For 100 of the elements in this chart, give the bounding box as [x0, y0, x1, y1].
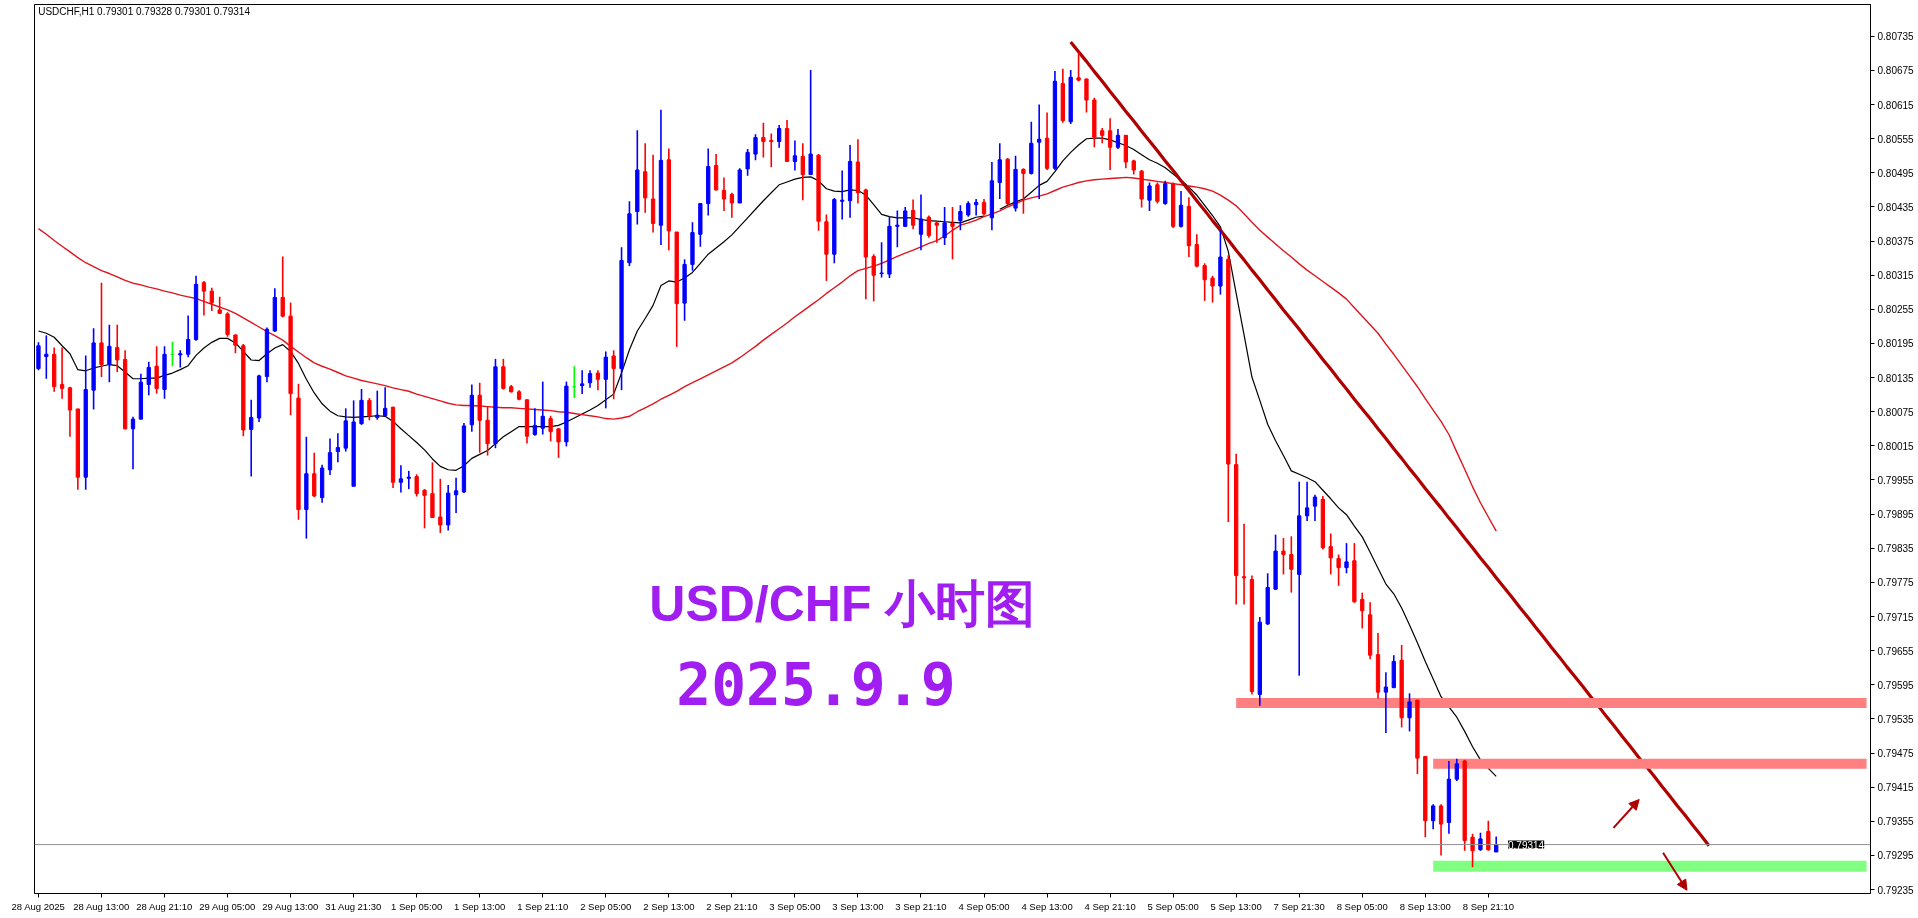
x-tick-label: 1 Sep 21:10 — [517, 900, 569, 912]
candlestick — [383, 386, 388, 418]
x-tick-label: 8 Sep 13:00 — [1399, 900, 1451, 912]
candlestick — [107, 323, 112, 383]
candlestick — [1178, 190, 1184, 229]
candlestick — [1021, 167, 1026, 215]
candlestick — [1194, 233, 1199, 269]
y-tick-label: 0.79655 — [1877, 645, 1915, 657]
candlestick — [808, 69, 813, 176]
candlestick — [335, 432, 341, 464]
candlestick — [1360, 591, 1365, 630]
line-series — [1069, 40, 1711, 848]
y-tick-label: 0.80435 — [1877, 201, 1915, 213]
candlestick — [1438, 803, 1444, 857]
candlestick — [130, 416, 136, 470]
candlestick — [1210, 275, 1215, 304]
y-tick-label: 0.80135 — [1877, 372, 1915, 384]
x-tick-label: 1 Sep 05:00 — [391, 900, 443, 912]
y-tick-label: 0.79775 — [1877, 577, 1915, 589]
y-tick-label: 0.79415 — [1877, 782, 1915, 794]
candlestick — [721, 176, 727, 212]
candlestick — [595, 369, 601, 391]
candlestick — [540, 380, 545, 436]
x-tick-label: 28 Aug 2025 — [11, 900, 65, 912]
candlestick — [414, 473, 419, 498]
candlestick — [249, 399, 254, 478]
candlestick — [1202, 262, 1207, 302]
candlestick — [233, 333, 238, 354]
y-tick-label: 0.80495 — [1877, 167, 1915, 179]
candlestick — [934, 220, 939, 244]
candlestick — [926, 214, 932, 239]
y-tick-label: 0.79955 — [1877, 475, 1915, 486]
candlestick — [312, 451, 317, 498]
candlestick — [1115, 128, 1121, 150]
x-tick-label: 3 Sep 05:00 — [769, 900, 821, 912]
y-tick-label: 0.79475 — [1877, 748, 1915, 760]
candlestick — [225, 311, 230, 338]
x-tick-label: 28 Aug 13:00 — [73, 900, 130, 912]
y-tick-label: 0.79835 — [1877, 543, 1915, 555]
x-tick-label: 3 Sep 13:00 — [832, 900, 884, 912]
candlestick — [973, 198, 979, 217]
ref-line-label: 0.79314 — [1508, 839, 1545, 851]
candlestick — [800, 142, 805, 201]
candlestick — [611, 349, 616, 401]
candlestick — [422, 488, 427, 530]
candlestick — [1241, 522, 1247, 606]
candlestick — [1344, 542, 1349, 575]
candlestick — [910, 198, 916, 230]
candlestick — [745, 148, 750, 177]
x-tick-label: 8 Sep 21:10 — [1462, 900, 1514, 912]
candlestick — [1470, 832, 1475, 869]
candlestick — [1383, 671, 1389, 734]
text: 2025.9.9 — [676, 651, 956, 720]
x-tick-label: 29 Aug 13:00 — [262, 900, 319, 912]
y-tick-label: 0.80555 — [1877, 133, 1915, 145]
candlestick — [36, 341, 41, 372]
y-tick-label: 0.79595 — [1877, 679, 1915, 691]
candlestick — [769, 132, 774, 168]
candlestick — [438, 478, 443, 534]
y-tick-label: 0.79295 — [1877, 850, 1915, 862]
candlestick — [776, 124, 782, 149]
candlestick — [367, 397, 372, 422]
candlestick — [1312, 493, 1318, 522]
candlestick — [44, 334, 49, 380]
candlestick — [1281, 537, 1286, 576]
candlestick — [950, 206, 955, 261]
candlestick — [501, 358, 506, 391]
candlestick — [729, 191, 735, 219]
candlestick — [603, 350, 608, 410]
candlestick — [532, 407, 538, 437]
x-tick-label: 4 Sep 05:00 — [958, 900, 1010, 912]
candlestick — [918, 193, 924, 252]
text: USD/CHF 小时图 — [649, 575, 1036, 632]
y-tick-label: 0.80375 — [1877, 236, 1915, 248]
y-tick-label: 0.79535 — [1877, 713, 1915, 725]
x-tick-label: 29 Aug 05:00 — [199, 900, 256, 912]
line-series — [37, 176, 1497, 532]
candlestick — [579, 369, 585, 395]
x-tick-label: 8 Sep 05:00 — [1336, 900, 1388, 912]
candlestick — [1147, 181, 1152, 212]
y-tick-label: 0.79895 — [1877, 509, 1915, 521]
y-tick-label: 0.79235 — [1877, 884, 1915, 896]
candlestick — [871, 253, 876, 303]
candlestick — [201, 280, 207, 317]
candlestick — [280, 255, 285, 319]
y-tick-label: 0.80675 — [1877, 65, 1915, 77]
candlestick — [761, 122, 766, 159]
y-tick-label: 0.79715 — [1877, 611, 1915, 623]
x-tick-label: 3 Sep 21:10 — [895, 900, 947, 912]
candlestick — [879, 241, 884, 279]
y-tick-label: 0.80735 — [1877, 31, 1915, 43]
candlestick — [556, 427, 561, 459]
candlestick — [359, 388, 364, 426]
candlestick — [1163, 180, 1168, 206]
x-tick-label: 31 Aug 21:30 — [325, 900, 382, 912]
candlestick — [375, 389, 380, 421]
y-tick-label: 0.80315 — [1877, 270, 1915, 282]
candlestick — [958, 204, 963, 232]
candlestick — [1407, 692, 1412, 733]
candlestick — [1336, 553, 1341, 587]
